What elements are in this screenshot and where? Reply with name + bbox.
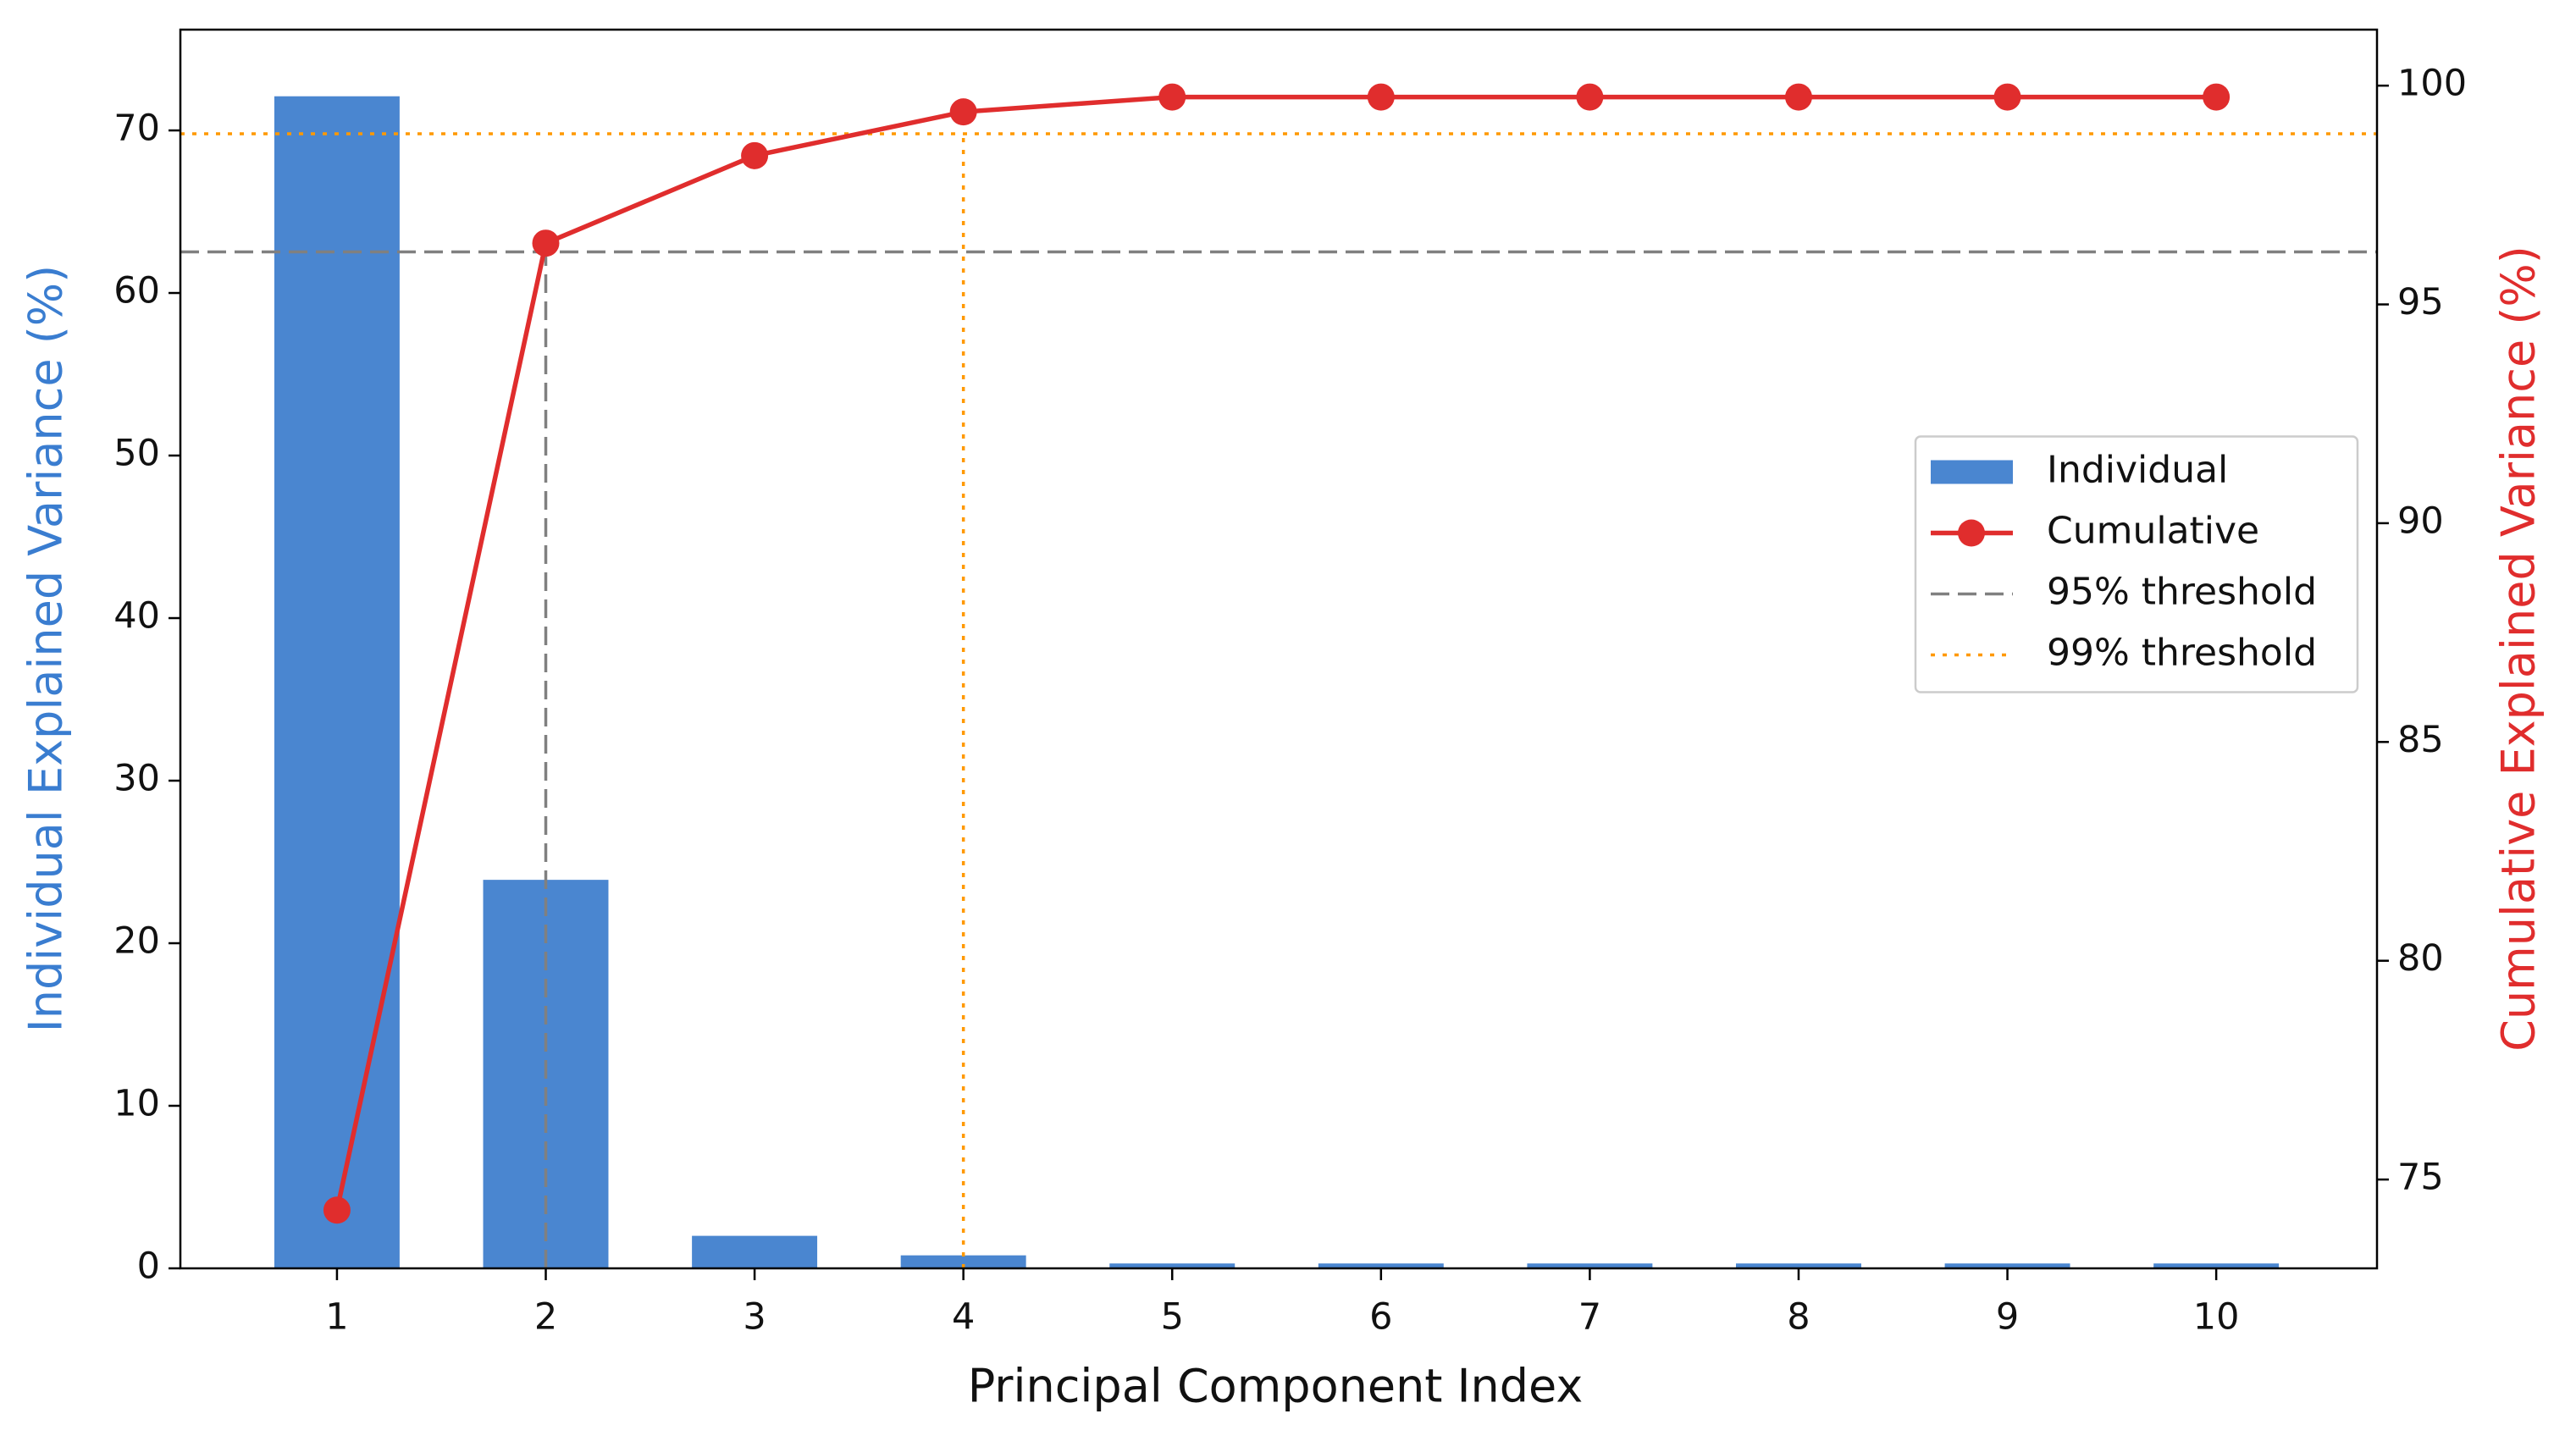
y-tick-label: 40	[113, 595, 160, 638]
bar	[274, 96, 400, 1268]
y-tick-label: 20	[113, 920, 160, 963]
x-axis-label: Principal Component Index	[968, 1360, 1584, 1413]
y-tick-label: 0	[137, 1245, 160, 1288]
y-tick-label: 50	[113, 433, 160, 475]
x-tick-label: 5	[1161, 1296, 1184, 1339]
legend-swatch	[1931, 460, 2013, 484]
bar	[1944, 1263, 2070, 1268]
bar	[1527, 1263, 1653, 1268]
y2-tick-label: 90	[2397, 500, 2444, 542]
line-marker	[1993, 83, 2021, 111]
legend: Individual Cumulative 95% threshold 99% thr…	[1914, 435, 2359, 693]
legend-box	[1914, 435, 2359, 693]
y-tick-label: 70	[113, 108, 160, 150]
y-tick-label: 60	[113, 270, 160, 312]
line-marker	[323, 1196, 351, 1224]
y-tick-label: 30	[113, 758, 160, 800]
bar	[1318, 1263, 1444, 1268]
y-axis-label: Individual Explained Variance (%)	[19, 265, 73, 1032]
y-tick-label: 10	[113, 1083, 160, 1125]
y2-tick-label: 95	[2397, 281, 2444, 323]
legend-label: 95% threshold	[2047, 571, 2317, 614]
x-tick-label: 3	[743, 1296, 766, 1339]
legend-label: Individual	[2047, 449, 2228, 492]
x-tick-label: 1	[325, 1296, 348, 1339]
y2-tick-label: 100	[2397, 63, 2467, 105]
plot-frame	[179, 28, 2379, 1270]
y2-tick-label: 80	[2397, 937, 2444, 980]
line	[334, 94, 2217, 1211]
line-marker	[1367, 83, 1395, 111]
line-marker	[1784, 83, 1812, 111]
bar	[2153, 1263, 2280, 1268]
y2-tick-label: 75	[2397, 1157, 2444, 1199]
bar	[900, 1255, 1026, 1268]
y2-axis-label: Cumulative Explained Variance (%)	[2492, 246, 2546, 1052]
bar	[1736, 1263, 1861, 1268]
line-marker	[1576, 83, 1604, 111]
x-tick-label: 9	[1996, 1296, 2019, 1339]
line-marker	[949, 98, 977, 126]
x-tick-label: 2	[534, 1296, 557, 1339]
line-marker	[2203, 83, 2231, 111]
legend-label: 99% threshold	[2047, 632, 2317, 675]
legend-marker	[1958, 519, 1985, 547]
line-marker	[532, 229, 560, 257]
x-tick-label: 10	[2193, 1296, 2240, 1339]
legend-label: Cumulative	[2047, 510, 2259, 553]
line-marker	[741, 141, 769, 169]
bar	[692, 1235, 818, 1268]
x-tick-label: 7	[1578, 1296, 1601, 1339]
x-tick-label: 6	[1369, 1296, 1392, 1339]
y2-tick-label: 85	[2397, 719, 2444, 761]
line-marker	[1158, 83, 1186, 111]
bar	[1109, 1263, 1235, 1268]
x-tick-label: 4	[952, 1296, 975, 1339]
x-tick-label: 8	[1787, 1296, 1810, 1339]
